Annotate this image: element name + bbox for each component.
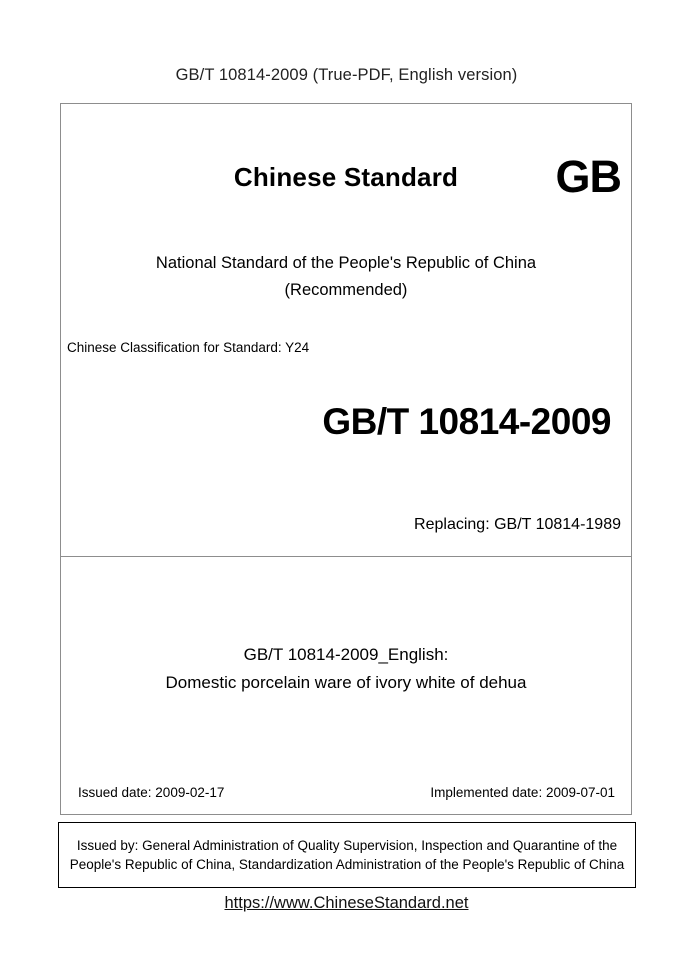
english-title-line-2: Domestic porcelain ware of ivory white o… bbox=[165, 673, 527, 692]
classification-label: Chinese Classification for Standard: Y24 bbox=[67, 340, 310, 355]
replacing-label: Replacing: GB/T 10814-1989 bbox=[414, 516, 621, 533]
standard-number: GB/T 10814-2009 bbox=[322, 401, 611, 442]
site-url-link[interactable]: https://www.ChineseStandard.net bbox=[224, 894, 469, 912]
subtitle-block: National Standard of the People's Republ… bbox=[61, 250, 631, 304]
cover-lower-section: GB/T 10814-2009_English: Domestic porcel… bbox=[61, 557, 631, 814]
english-title-block: GB/T 10814-2009_English: Domestic porcel… bbox=[61, 641, 631, 697]
page-heading: GB/T 10814-2009 (True-PDF, English versi… bbox=[175, 66, 518, 84]
cover-title-row: Chinese Standard GB bbox=[61, 154, 631, 210]
subtitle-line-1: National Standard of the People's Republ… bbox=[155, 254, 537, 272]
document-title: Chinese Standard bbox=[233, 162, 459, 192]
standard-cover-frame: Chinese Standard GB National Standard of… bbox=[60, 103, 632, 815]
subtitle-line-2: (Recommended) bbox=[284, 281, 408, 299]
cover-upper-section: Chinese Standard GB National Standard of… bbox=[61, 104, 631, 557]
issued-date: Issued date: 2009-02-17 bbox=[78, 785, 225, 800]
gb-logo: GB bbox=[555, 151, 622, 202]
issued-by-box: Issued by: General Administration of Qua… bbox=[58, 822, 636, 888]
issued-by-text: Issued by: General Administration of Qua… bbox=[69, 837, 625, 873]
implemented-date: Implemented date: 2009-07-01 bbox=[430, 785, 615, 800]
dates-row: Issued date: 2009-02-17 Implemented date… bbox=[61, 785, 631, 800]
english-title-line-1: GB/T 10814-2009_English: bbox=[243, 645, 449, 664]
